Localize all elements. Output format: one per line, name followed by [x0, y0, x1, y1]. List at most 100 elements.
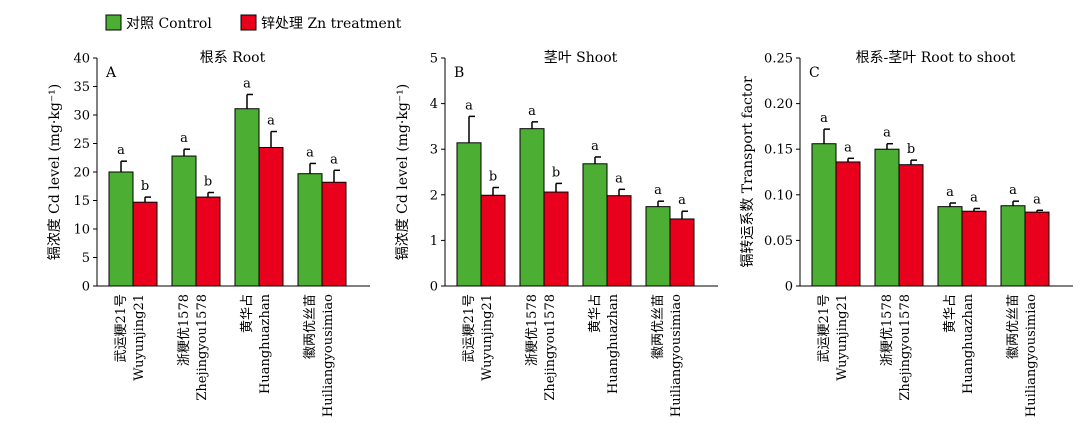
bar-zn	[321, 181, 347, 287]
significance-letter: a	[678, 193, 686, 208]
bar-control	[811, 143, 837, 287]
y-tick-label: 5	[82, 251, 90, 266]
y-tick-label: 4	[430, 97, 438, 112]
y-tick-label: 0.15	[764, 143, 793, 158]
y-tick-label: 0.05	[764, 234, 793, 249]
category-label-en: Huanghuazhan	[961, 293, 976, 394]
category-label-cn: 武运粳21号	[462, 294, 477, 363]
bar-control	[582, 163, 608, 287]
category-label-en: Huanghuazhan	[606, 293, 621, 394]
significance-letter: b	[552, 165, 560, 180]
bar-zn	[543, 191, 569, 287]
significance-letter: a	[117, 143, 125, 158]
legend-label-control: 对照 Control	[126, 16, 212, 32]
bar-control	[297, 173, 323, 287]
panel-letter: B	[454, 65, 464, 81]
bar-zn	[835, 161, 861, 287]
chart-panel-c: 0 0.05 0.10 0.15 0.20 0.25 镉转运系数 Transport fac…	[740, 50, 1073, 417]
significance-letter: b	[489, 170, 497, 185]
legend-swatch-control	[105, 14, 122, 31]
y-tick-label: 3	[430, 143, 438, 158]
bar-control	[456, 142, 482, 287]
category-label-cn: 黄华占	[588, 294, 603, 333]
significance-letter: a	[528, 104, 536, 119]
bar-zn	[132, 201, 158, 287]
y-tick-label: 40	[73, 52, 90, 67]
chart-panel-b: 0 1 2 3 4 5 镉浓度 Cd level (mg·kg⁻¹) 茎叶 Shoot Ba b 武…	[395, 50, 718, 417]
significance-letter: a	[267, 114, 275, 129]
y-tick-label: 0.10	[764, 188, 793, 203]
significance-letter: a	[615, 171, 623, 186]
y-tick-label: 1	[430, 234, 438, 249]
bar-control	[171, 155, 197, 287]
bar-zn	[606, 195, 632, 287]
y-tick-label: 10	[73, 223, 90, 238]
bar-control	[937, 206, 963, 287]
y-tick-label: 0.20	[764, 97, 793, 112]
category-label-en: Zhejingyou1578	[543, 294, 558, 401]
significance-letter: b	[907, 142, 915, 157]
category-label-cn: 黄华占	[943, 294, 958, 333]
category-label-en: Wuyunjing21	[132, 294, 147, 381]
legend: 对照 Control 锌处理 Zn treatment	[105, 14, 402, 32]
bar-control	[1000, 205, 1026, 287]
bar-control	[108, 171, 134, 287]
category-label-cn: 黄华占	[240, 294, 255, 333]
y-tick-label: 35	[73, 80, 90, 95]
significance-letter: a	[820, 111, 828, 126]
chart-panel-a: 0 5 10 15 20 25 30 35 40 镉浓度 Cd level (mg·kg⁻¹) 根系…	[47, 50, 370, 417]
category-label-en: Wuyunjing21	[480, 294, 495, 381]
significance-letter: a	[970, 190, 978, 205]
panel-letter: C	[809, 65, 820, 81]
bar-zn	[258, 146, 284, 287]
category-label-cn: 徽两优丝苗	[1006, 294, 1021, 359]
category-label-en: Huiliangyousimiao	[321, 294, 336, 417]
panel-letter: A	[105, 65, 117, 81]
category-label-cn: 徽两优丝苗	[651, 294, 666, 359]
y-tick-label: 0	[82, 280, 90, 295]
category-label-cn: 武运粳21号	[817, 294, 832, 363]
y-tick-label: 30	[73, 109, 90, 124]
bar-control	[645, 206, 671, 287]
bar-zn	[898, 164, 924, 287]
category-label-en: Wuyunjing21	[835, 294, 850, 381]
significance-letter: a	[243, 76, 251, 91]
bar-zn	[1024, 211, 1050, 287]
significance-letter: a	[1009, 183, 1017, 198]
bar-zn	[961, 210, 987, 287]
category-label-cn: 浙粳优1578	[525, 294, 540, 366]
significance-letter: a	[844, 140, 852, 155]
category-label-en: Huiliangyousimiao	[1024, 294, 1039, 417]
significance-letter: b	[141, 179, 149, 194]
bar-zn	[480, 194, 506, 287]
significance-letter: a	[465, 98, 473, 113]
legend-label-zn: 锌处理 Zn treatment	[261, 16, 402, 32]
panel-title: 根系 Root	[200, 50, 266, 66]
y-tick-label: 5	[430, 52, 438, 67]
y-tick-label: 0	[785, 280, 793, 295]
y-tick-label: 2	[430, 188, 438, 203]
bar-zn	[669, 218, 695, 287]
category-label-en: Zhejingyou1578	[898, 294, 913, 401]
bar-control	[519, 128, 545, 287]
significance-letter: a	[883, 126, 891, 141]
category-label-en: Zhejingyou1578	[195, 294, 210, 401]
significance-letter: a	[946, 185, 954, 200]
legend-swatch-zn	[240, 14, 257, 31]
y-axis-label: 镉浓度 Cd level (mg·kg⁻¹)	[47, 84, 63, 261]
y-tick-label: 25	[73, 137, 90, 152]
category-label-cn: 浙粳优1578	[880, 294, 895, 366]
y-tick-label: 15	[73, 194, 90, 209]
y-axis-label: 镉转运系数 Transport factor	[740, 76, 756, 268]
significance-letter: b	[204, 175, 212, 190]
category-label-en: Huiliangyousimiao	[669, 294, 684, 417]
significance-letter: a	[654, 183, 662, 198]
significance-letter: a	[330, 152, 338, 167]
category-label-en: Huanghuazhan	[258, 293, 273, 394]
significance-letter: a	[591, 139, 599, 154]
panel-title: 茎叶 Shoot	[544, 50, 618, 66]
bar-control	[874, 148, 900, 287]
bar-zn	[195, 196, 221, 287]
bar-control	[234, 108, 260, 287]
